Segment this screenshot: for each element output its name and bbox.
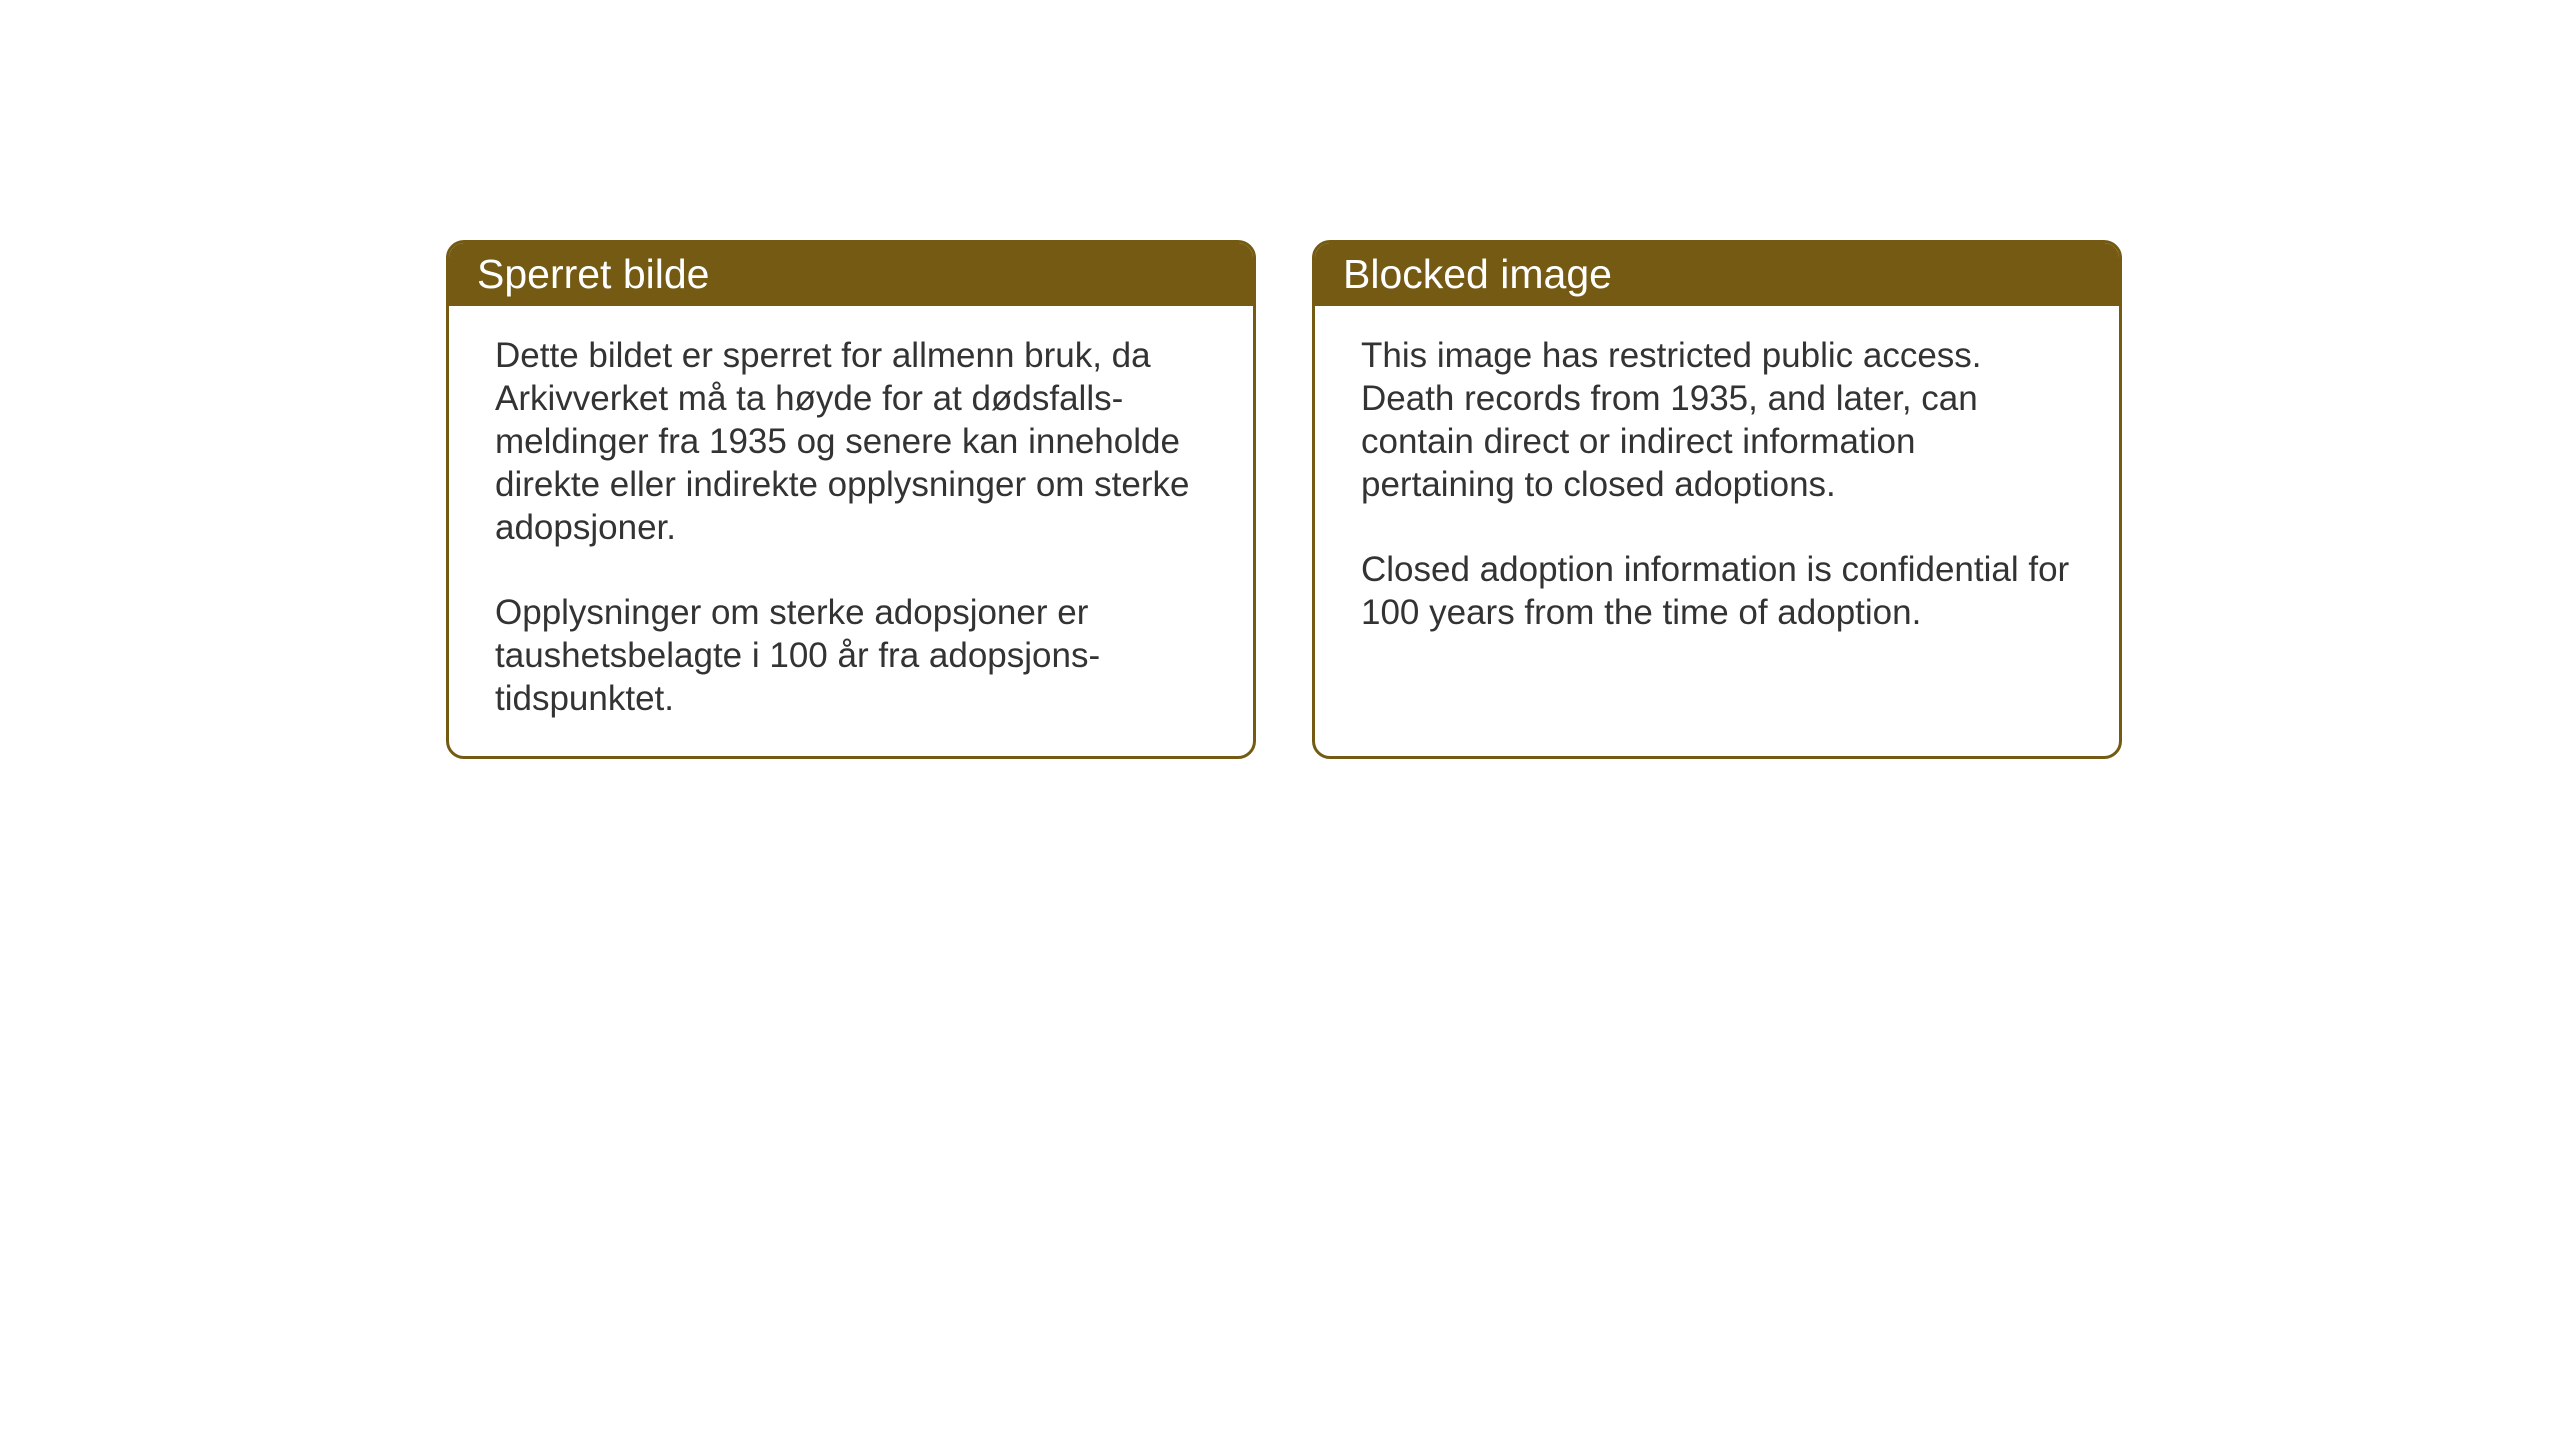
panel-english-paragraph-1: This image has restricted public access.… [1361,334,2073,506]
panel-english-header: Blocked image [1315,243,2119,306]
panel-english: Blocked image This image has restricted … [1312,240,2122,759]
panels-container: Sperret bilde Dette bildet er sperret fo… [446,240,2122,759]
panel-norwegian-paragraph-2: Opplysninger om sterke adopsjoner er tau… [495,591,1207,720]
panel-norwegian-body: Dette bildet er sperret for allmenn bruk… [449,306,1253,756]
panel-norwegian-header: Sperret bilde [449,243,1253,306]
panel-norwegian: Sperret bilde Dette bildet er sperret fo… [446,240,1256,759]
panel-norwegian-paragraph-1: Dette bildet er sperret for allmenn bruk… [495,334,1207,549]
panel-english-body: This image has restricted public access.… [1315,306,2119,744]
panel-english-paragraph-2: Closed adoption information is confident… [1361,548,2073,634]
